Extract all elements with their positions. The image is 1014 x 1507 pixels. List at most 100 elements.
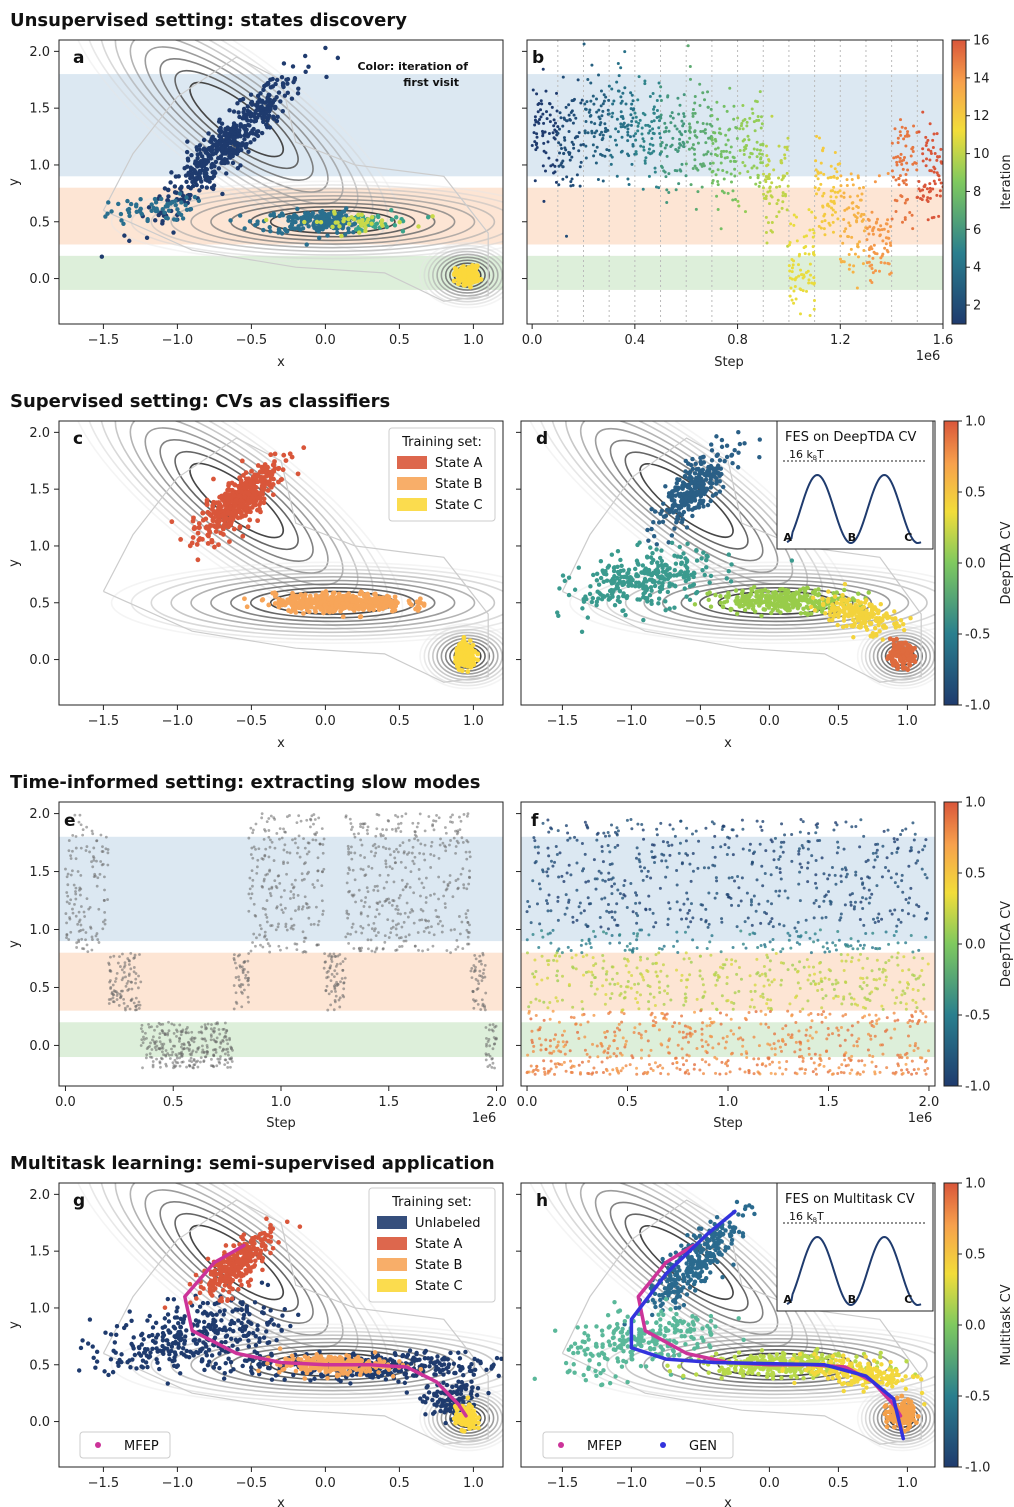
data-point [672, 583, 678, 588]
data-point [564, 105, 568, 109]
data-point [676, 516, 681, 521]
data-point [553, 170, 557, 174]
data-point [572, 113, 576, 117]
data-point [346, 217, 351, 222]
data-point [232, 142, 238, 147]
data-point [266, 602, 272, 608]
data-point [318, 213, 323, 219]
data-point [907, 662, 913, 668]
data-point [874, 631, 879, 637]
data-point [126, 979, 130, 983]
data-point [724, 443, 730, 448]
data-point [258, 474, 264, 480]
data-point [656, 580, 662, 585]
data-point [209, 537, 215, 543]
data-point [144, 235, 150, 241]
data-point [674, 147, 678, 151]
data-point [220, 191, 225, 197]
data-point [84, 931, 88, 934]
data-point [681, 551, 686, 556]
data-point [832, 185, 836, 189]
data-point [654, 542, 659, 547]
data-point [109, 997, 113, 1001]
data-point [727, 128, 731, 132]
data-point [675, 477, 680, 482]
data-point [223, 126, 228, 132]
data-point [880, 637, 885, 642]
data-point [812, 281, 816, 285]
data-point [382, 604, 388, 609]
data-point [76, 922, 80, 926]
data-point [725, 170, 729, 174]
data-point [782, 591, 787, 596]
data-point [728, 579, 734, 584]
data-point [782, 605, 787, 610]
data-point [897, 183, 901, 187]
data-point [121, 976, 125, 980]
data-point [222, 130, 228, 136]
data-point [285, 597, 291, 603]
data-point [160, 221, 165, 226]
data-point [558, 111, 562, 115]
data-point [650, 579, 656, 585]
data-point [84, 938, 87, 942]
data-point [169, 519, 175, 525]
data-point [580, 606, 585, 611]
data-point [172, 190, 178, 195]
data-point [650, 137, 654, 141]
data-point [872, 625, 878, 631]
data-point [199, 184, 205, 190]
data-point [279, 74, 285, 80]
data-point [705, 122, 709, 126]
data-point [210, 503, 216, 508]
data-point [755, 155, 759, 159]
data-point [912, 124, 916, 128]
data-point [715, 100, 719, 104]
data-point [876, 217, 880, 221]
data-point [921, 159, 925, 163]
contour-envelope [102, 437, 489, 683]
data-point [681, 574, 686, 580]
data-point [336, 591, 342, 597]
data-point [605, 593, 610, 598]
data-point [610, 155, 614, 159]
data-point [606, 128, 610, 132]
data-point [781, 176, 785, 180]
data-point [658, 132, 662, 136]
data-point [265, 488, 271, 493]
data-point [663, 146, 667, 150]
panel-b-plot [527, 40, 943, 324]
data-point [292, 226, 297, 231]
data-point [906, 168, 910, 172]
data-point [663, 608, 668, 613]
data-point [828, 612, 833, 618]
data-point [883, 246, 887, 250]
data-point [708, 573, 714, 579]
data-point [676, 150, 680, 154]
panel-a-xtick-label: −1.5 [88, 333, 120, 348]
data-point [301, 611, 306, 616]
data-point [710, 114, 714, 118]
panel-d-xtick-label: 1.0 [897, 714, 918, 729]
data-point [333, 224, 339, 229]
data-point [540, 102, 544, 106]
data-point [743, 210, 747, 214]
data-point [728, 606, 733, 612]
data-point [629, 107, 633, 111]
data-point [761, 186, 765, 190]
data-point [615, 581, 621, 587]
data-point [201, 163, 207, 168]
panel-a-plot [59, 40, 503, 309]
data-point [572, 146, 576, 150]
data-point [691, 582, 697, 587]
data-point [660, 165, 664, 169]
data-point [835, 170, 839, 174]
data-point [665, 200, 669, 204]
data-point [933, 152, 937, 156]
data-point [682, 114, 686, 118]
data-point [268, 228, 273, 234]
data-point [137, 974, 140, 978]
data-point [102, 899, 106, 902]
data-point [122, 233, 127, 238]
